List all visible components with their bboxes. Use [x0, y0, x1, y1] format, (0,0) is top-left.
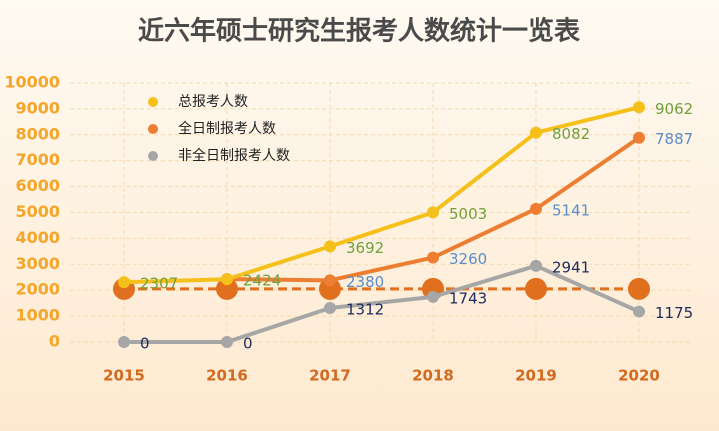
- series-line: [123, 105, 640, 285]
- data-point: [633, 305, 645, 318]
- y-tick-label: 10000: [4, 73, 60, 92]
- data-label: 5003: [449, 205, 487, 223]
- data-point: [221, 336, 233, 348]
- data-label: 3260: [449, 250, 487, 268]
- data-point: [427, 251, 439, 264]
- data-point: [633, 101, 645, 114]
- chart-title: 近六年硕士研究生报考人数统计一览表: [138, 16, 581, 47]
- data-point: [530, 126, 542, 139]
- legend-label: 非全日制报考人数: [178, 147, 290, 164]
- legend-marker: [148, 97, 158, 107]
- data-label: 3692: [346, 239, 384, 257]
- y-tick-label: 2000: [15, 280, 60, 299]
- y-tick-label: 7000: [15, 150, 60, 169]
- data-point: [324, 240, 336, 253]
- data-label: 8082: [552, 125, 590, 143]
- y-tick-label: 0: [49, 332, 60, 351]
- data-label: 0: [243, 335, 253, 353]
- data-point: [324, 302, 336, 315]
- data-label: 7887: [655, 130, 693, 148]
- x-tick-label: 2016: [206, 367, 248, 385]
- legend-marker: [148, 124, 158, 134]
- x-tick-label: 2019: [515, 367, 557, 385]
- series-line: [124, 263, 640, 344]
- data-point: [525, 277, 547, 300]
- data-label: 1175: [655, 304, 693, 322]
- data-label: 2424: [243, 272, 281, 290]
- data-label: 5141: [552, 201, 590, 219]
- y-tick-label: 9000: [15, 98, 60, 117]
- data-point: [427, 290, 439, 303]
- data-label: 1312: [346, 301, 384, 319]
- x-tick-label: 2018: [412, 367, 454, 385]
- data-label: 1743: [449, 289, 487, 307]
- y-tick-label: 1000: [15, 306, 60, 325]
- legend-marker: [148, 151, 158, 161]
- data-label: 9062: [655, 100, 693, 118]
- data-point: [324, 274, 336, 287]
- data-point: [221, 273, 233, 286]
- data-point: [530, 259, 542, 272]
- data-label: 2380: [346, 273, 384, 291]
- legend-label: 全日制报考人数: [178, 120, 276, 137]
- y-tick-label: 4000: [15, 228, 60, 247]
- data-point: [118, 276, 130, 289]
- data-label: 0: [140, 335, 150, 353]
- y-tick-label: 6000: [15, 176, 60, 195]
- data-point: [628, 277, 650, 300]
- data-point: [118, 336, 130, 348]
- y-tick-label: 3000: [15, 254, 60, 273]
- y-tick-label: 5000: [15, 202, 60, 221]
- data-point: [530, 202, 542, 215]
- data-point: [427, 206, 439, 219]
- y-tick-label: 8000: [15, 124, 60, 143]
- legend-label: 总报考人数: [178, 94, 248, 110]
- x-tick-label: 2015: [103, 367, 145, 385]
- data-label: 2307: [140, 275, 178, 293]
- data-point: [319, 277, 341, 300]
- x-tick-label: 2017: [309, 367, 351, 385]
- data-point: [216, 277, 238, 300]
- x-tick-label: 2020: [618, 367, 660, 385]
- data-point: [633, 131, 645, 144]
- data-label: 2941: [552, 258, 590, 276]
